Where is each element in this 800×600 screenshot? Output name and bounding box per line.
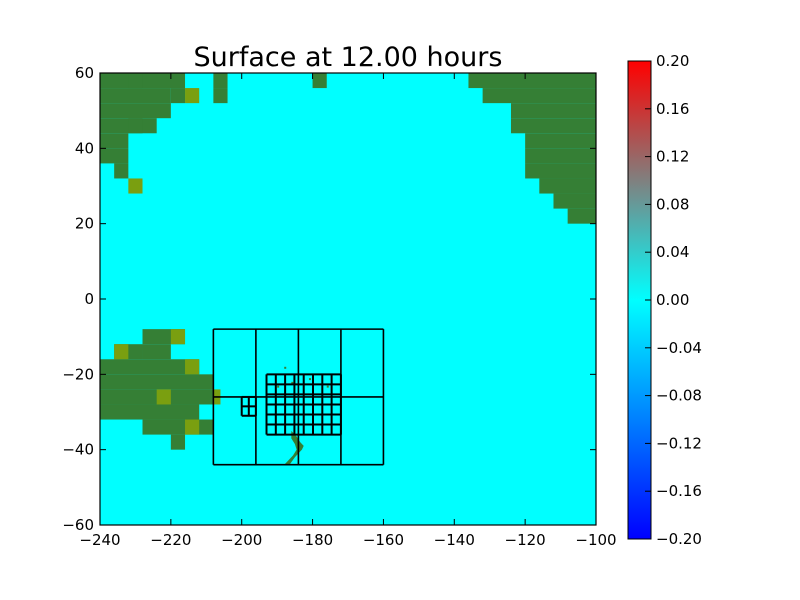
islet — [277, 385, 280, 388]
land-cell-shallow — [114, 344, 129, 360]
land-cell — [128, 73, 143, 89]
land-cell — [100, 359, 200, 375]
land-cell — [510, 118, 596, 134]
land-cell — [510, 103, 596, 119]
y-tick-label: 0 — [84, 290, 94, 308]
land-cell — [170, 434, 186, 450]
x-tick-label: −120 — [505, 531, 546, 549]
x-axis: −240 −220 −200 −180 −160 −140 −120 −100 — [79, 73, 617, 549]
y-tick-label: −60 — [62, 516, 94, 534]
water-background — [100, 73, 596, 525]
land-cell — [468, 73, 596, 89]
y-tick-label: 40 — [75, 139, 94, 157]
colorbar-tick-label: 0.20 — [656, 52, 689, 70]
coastline-layer — [277, 366, 329, 465]
y-tick-label: −40 — [62, 441, 94, 459]
land-cell — [539, 178, 596, 194]
land-cell — [525, 133, 596, 149]
colorbar-tick-label: −0.04 — [656, 339, 702, 357]
islet — [284, 366, 287, 369]
land-cell — [213, 88, 228, 104]
land-cell — [553, 193, 596, 209]
land-cell-shallow — [185, 359, 200, 375]
land-cell — [170, 88, 186, 104]
land-layer — [100, 73, 596, 450]
land-cell — [312, 73, 327, 89]
colorbar-tick-label: 0.08 — [656, 195, 689, 213]
land-cell-shallow — [128, 178, 143, 194]
colorbar-tick-label: −0.08 — [656, 387, 702, 405]
land-cell — [525, 148, 596, 164]
colorbar: 0.20 0.16 0.12 0.08 0.04 0.00 −0.04 −0.08 −0.12 −… — [627, 52, 702, 548]
y-tick-label: 20 — [75, 215, 94, 233]
land-cell — [128, 118, 143, 134]
colorbar-tick-label: −0.20 — [656, 530, 702, 548]
island-coastline — [284, 430, 304, 465]
colorbar-ticks: 0.20 0.16 0.12 0.08 0.04 0.00 −0.04 −0.08 −0.12 −… — [645, 52, 702, 548]
land-cell — [525, 163, 596, 179]
land-cell — [100, 374, 214, 390]
y-axis: 60 40 20 0 −20 −40 −60 — [62, 64, 596, 534]
land-cell — [100, 148, 129, 164]
land-cell — [213, 73, 228, 89]
x-tick-label: −100 — [575, 531, 616, 549]
land-cell-shallow — [185, 88, 200, 104]
land-cell — [100, 103, 171, 119]
land-cell — [142, 419, 214, 435]
islet — [291, 381, 294, 384]
x-tick-label: −220 — [150, 531, 191, 549]
land-cell — [100, 133, 129, 149]
x-tick-label: −240 — [79, 531, 120, 549]
land-cell-shallow — [156, 389, 171, 405]
land-cell — [114, 163, 129, 179]
y-tick-label: −20 — [62, 365, 94, 383]
colorbar-tick-label: −0.16 — [656, 482, 702, 500]
land-cell — [142, 344, 171, 360]
islet — [309, 378, 312, 381]
colorbar-tick-label: 0.12 — [656, 148, 689, 166]
colorbar-tick-label: 0.16 — [656, 100, 689, 118]
colorbar-tick-label: 0.04 — [656, 243, 689, 261]
land-cell-shallow — [185, 419, 200, 435]
x-tick-label: −140 — [434, 531, 475, 549]
colorbar-tick-label: 0.00 — [656, 291, 689, 309]
y-tick-label: 60 — [75, 64, 94, 82]
land-cell-shallow — [170, 329, 186, 345]
land-cell — [567, 208, 596, 224]
islet — [326, 385, 329, 388]
x-tick-label: −160 — [363, 531, 404, 549]
x-tick-label: −200 — [221, 531, 262, 549]
plot-area — [100, 73, 596, 525]
land-cell — [100, 404, 200, 420]
colorbar-tick-label: −0.12 — [656, 434, 702, 452]
refinement-grid-layer — [212, 328, 385, 466]
land-cell — [482, 88, 596, 104]
chart-title: Surface at 12.00 hours — [194, 42, 503, 73]
x-tick-label: −180 — [292, 531, 333, 549]
land-cell — [100, 88, 171, 104]
